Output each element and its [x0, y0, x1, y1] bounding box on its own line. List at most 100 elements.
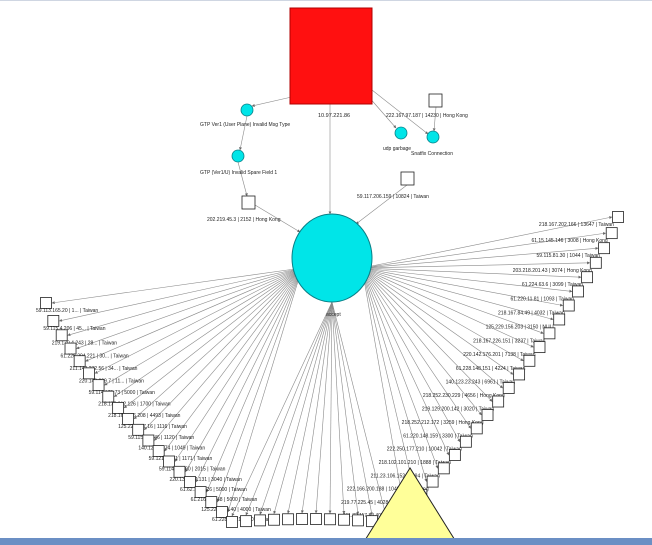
branch-node-snatfix[interactable] — [426, 130, 440, 144]
leaf-node[interactable] — [513, 368, 526, 381]
leaf-node[interactable] — [448, 449, 461, 461]
leaf-node[interactable] — [481, 409, 494, 421]
edge-hub-leaf — [361, 246, 599, 269]
side-leaf-node[interactable] — [400, 171, 415, 186]
leaf-label: 218.167.84.49 | 4032 | Taiwan — [498, 311, 565, 317]
leaf-node[interactable] — [226, 516, 238, 528]
edge-hub-leaf — [227, 267, 303, 513]
leaf-node[interactable] — [553, 313, 566, 326]
side-leaf-node[interactable] — [241, 195, 256, 210]
leaf-node[interactable] — [470, 422, 483, 435]
leaf-node[interactable] — [459, 435, 472, 448]
leaf-label: 59.121.32.31 | 1171 | Taiwan — [149, 456, 213, 462]
leaf-label: 61.15.145.146 | 3008 | Hong Kong — [531, 238, 607, 244]
leaf-label: 218.167.202.166 | 13647 | Taiwan — [539, 222, 614, 228]
edge-hub-leaf — [361, 261, 591, 269]
edge-hub-leaf — [206, 267, 303, 493]
leaf-label: 220.142.176.201 | 7138 | Taiwan — [463, 352, 536, 358]
edge-hub-leaf — [185, 267, 303, 473]
leaf-node[interactable] — [296, 513, 308, 525]
branch-label-gtp-spare-field: GTP (Ver1/U) Invalid Spare Field 1 — [200, 170, 277, 176]
leaf-node[interactable] — [142, 434, 155, 447]
leaf-node[interactable] — [310, 513, 322, 525]
leaf-label: 222.250.177.210 | 10042 | Taiwan — [387, 447, 462, 453]
leaf-node[interactable] — [492, 395, 505, 408]
leaf-label: 203.218.201.43 | 3074 | Hong Kong — [513, 268, 592, 274]
edge-hub-leaf — [85, 267, 303, 362]
leaf-node[interactable] — [40, 297, 52, 309]
leaf-node[interactable] — [543, 327, 556, 340]
leaf-node[interactable] — [55, 329, 68, 342]
leaf-node[interactable] — [426, 475, 439, 488]
leaf-node[interactable] — [240, 515, 252, 528]
edge-hub-leaf — [361, 267, 406, 509]
leaf-node[interactable] — [47, 315, 60, 327]
side-leaf-label: 222.167.97.187 | 14230 | Hong Kong — [386, 113, 468, 119]
leaf-node[interactable] — [589, 256, 602, 269]
leaf-node[interactable] — [132, 423, 145, 436]
leaf-node[interactable] — [533, 341, 546, 354]
branch-node-gtp-spare-field[interactable] — [231, 149, 245, 163]
leaf-node[interactable] — [163, 455, 175, 468]
leaf-node[interactable] — [338, 513, 350, 526]
leaf-label: 220.139.227.131 | 3040 | Taiwan — [169, 477, 242, 483]
leaf-label: 59.115.81.30 | 1044 | Taiwan — [537, 253, 601, 259]
leaf-node[interactable] — [572, 285, 584, 298]
edge-hub-leaf — [361, 267, 493, 402]
leaf-node[interactable] — [437, 462, 450, 475]
side-leaf-label: 202.219.45.3 | 2152 | Hong Kong — [207, 217, 281, 223]
edge-hub-leaf — [59, 267, 303, 322]
edge-leaf-branch — [432, 106, 437, 132]
leaf-node[interactable] — [152, 445, 165, 457]
edge-hub-leaf — [67, 267, 303, 336]
branch-node-udp-garbage[interactable] — [394, 126, 408, 140]
edge-root-branch — [371, 89, 429, 135]
branch-node-gtp-msg-type[interactable] — [240, 103, 254, 117]
leaf-node[interactable] — [194, 486, 207, 498]
edge-hub-leaf — [361, 267, 514, 375]
root-node[interactable] — [289, 7, 373, 105]
leaf-node[interactable] — [502, 382, 515, 394]
leaf-node[interactable] — [184, 476, 196, 488]
triangle-node[interactable] — [361, 467, 459, 545]
hub-node-accept[interactable] — [291, 213, 373, 303]
hub-label: accept — [326, 312, 341, 318]
leaf-node[interactable] — [598, 242, 610, 255]
leaf-node[interactable] — [216, 506, 228, 518]
leaf-label: 59.114.101.60 | 2015 | Taiwan — [159, 466, 226, 472]
leaf-node[interactable] — [268, 513, 280, 526]
edge-hub-leaf — [361, 267, 582, 279]
leaf-label: 61.62.168.226 | 5000 | Taiwan — [180, 487, 247, 493]
edge-branch-branch — [239, 115, 248, 151]
leaf-node[interactable] — [173, 465, 186, 478]
leaf-node[interactable] — [581, 271, 594, 284]
edge-hub-leaf — [361, 216, 613, 269]
leaf-label: 61.226.204.221 | 30... | Taiwan — [61, 354, 129, 360]
edge-hub-leaf — [154, 267, 303, 441]
leaf-node[interactable] — [102, 390, 115, 403]
leaf-node[interactable] — [122, 413, 135, 425]
edge-hub-leaf — [76, 267, 303, 350]
leaf-node[interactable] — [282, 513, 294, 526]
leaf-label: 125.228.169.40 | 4000 | Taiwan — [201, 507, 271, 513]
edge-root-branch — [251, 95, 297, 107]
leaf-node[interactable] — [605, 227, 618, 240]
leaf-node[interactable] — [352, 514, 364, 527]
leaf-label: 59.113.165.20 | 1... | Taiwan — [36, 308, 98, 314]
edge-hub-leaf — [331, 301, 373, 516]
edge-hub-leaf — [114, 267, 303, 397]
leaf-node[interactable] — [562, 299, 575, 312]
leaf-node[interactable] — [523, 354, 536, 367]
side-leaf-node[interactable] — [428, 93, 443, 108]
leaf-node[interactable] — [254, 514, 266, 527]
leaf-node[interactable] — [64, 342, 77, 355]
leaf-node[interactable] — [73, 355, 86, 368]
leaf-node[interactable] — [112, 402, 125, 414]
leaf-node[interactable] — [612, 211, 624, 223]
leaf-node[interactable] — [83, 367, 95, 380]
leaf-node[interactable] — [324, 513, 336, 526]
leaf-node[interactable] — [92, 379, 105, 392]
leaf-node[interactable] — [205, 496, 218, 508]
edge-hub-leaf — [123, 267, 303, 409]
